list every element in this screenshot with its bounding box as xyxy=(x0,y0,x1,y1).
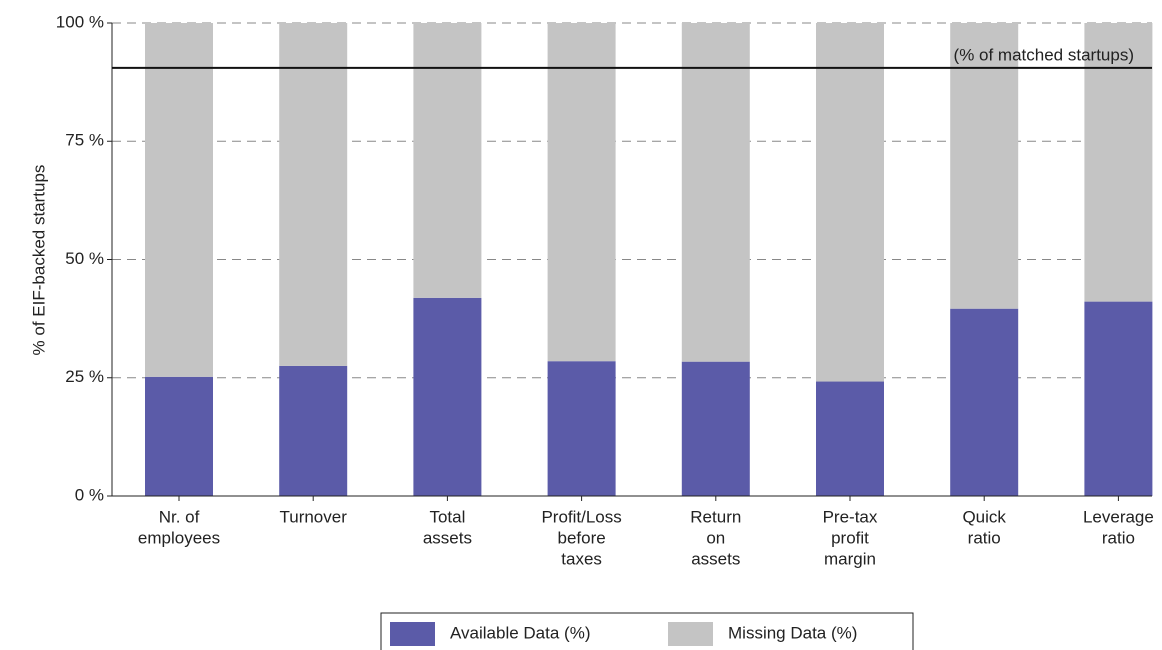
bar-segment xyxy=(816,23,884,382)
bar-segment xyxy=(1084,301,1153,496)
x-tick-label: Nr. of xyxy=(159,507,200,526)
y-tick-label: 0 % xyxy=(75,485,104,504)
y-tick-label: 100 % xyxy=(56,12,104,31)
x-tick-label: ratio xyxy=(968,528,1001,547)
x-tick-label: Total xyxy=(429,507,465,526)
y-tick-label: 75 % xyxy=(65,131,104,150)
x-tick-label: Quick xyxy=(962,507,1006,526)
reference-label: (% of matched startups) xyxy=(954,45,1134,64)
bar-segment xyxy=(279,365,348,496)
legend-label: Available Data (%) xyxy=(450,623,590,642)
x-tick-label: Turnover xyxy=(279,507,347,526)
bar-segment xyxy=(950,23,1019,309)
legend-label: Missing Data (%) xyxy=(728,623,857,642)
x-tick-label: ratio xyxy=(1102,528,1135,547)
bar-segment xyxy=(413,23,482,298)
bar-segment xyxy=(279,23,348,366)
y-tick-label: 50 % xyxy=(65,249,104,268)
legend-swatch xyxy=(668,622,713,646)
x-tick-label: Return xyxy=(690,507,741,526)
bar-segment xyxy=(681,23,750,362)
x-tick-label: Profit/Loss xyxy=(541,507,621,526)
x-tick-label: taxes xyxy=(561,549,602,568)
legend-box xyxy=(380,612,914,650)
x-tick-label: assets xyxy=(691,549,740,568)
x-tick-label: assets xyxy=(423,528,472,547)
y-tick-label: 25 % xyxy=(65,367,104,386)
bar-segment xyxy=(950,308,1019,496)
bar-segment xyxy=(1084,23,1153,302)
y-axis-label: % of EIF-backed startups xyxy=(29,165,48,356)
x-tick-label: on xyxy=(706,528,725,547)
x-tick-label: profit xyxy=(831,528,869,547)
bar-segment xyxy=(681,361,750,496)
x-tick-label: Leverage xyxy=(1083,507,1154,526)
x-tick-label: margin xyxy=(824,549,876,568)
bar-segment xyxy=(413,297,482,496)
x-tick-label: employees xyxy=(138,528,220,547)
bar-segment xyxy=(816,381,884,496)
x-tick-label: before xyxy=(557,528,605,547)
bar-segment xyxy=(145,23,213,377)
bar-segment xyxy=(145,376,213,496)
legend-swatch xyxy=(390,622,435,646)
x-tick-label: Pre-tax xyxy=(823,507,878,526)
bar-segment xyxy=(547,361,616,496)
bar-segment xyxy=(547,23,616,362)
